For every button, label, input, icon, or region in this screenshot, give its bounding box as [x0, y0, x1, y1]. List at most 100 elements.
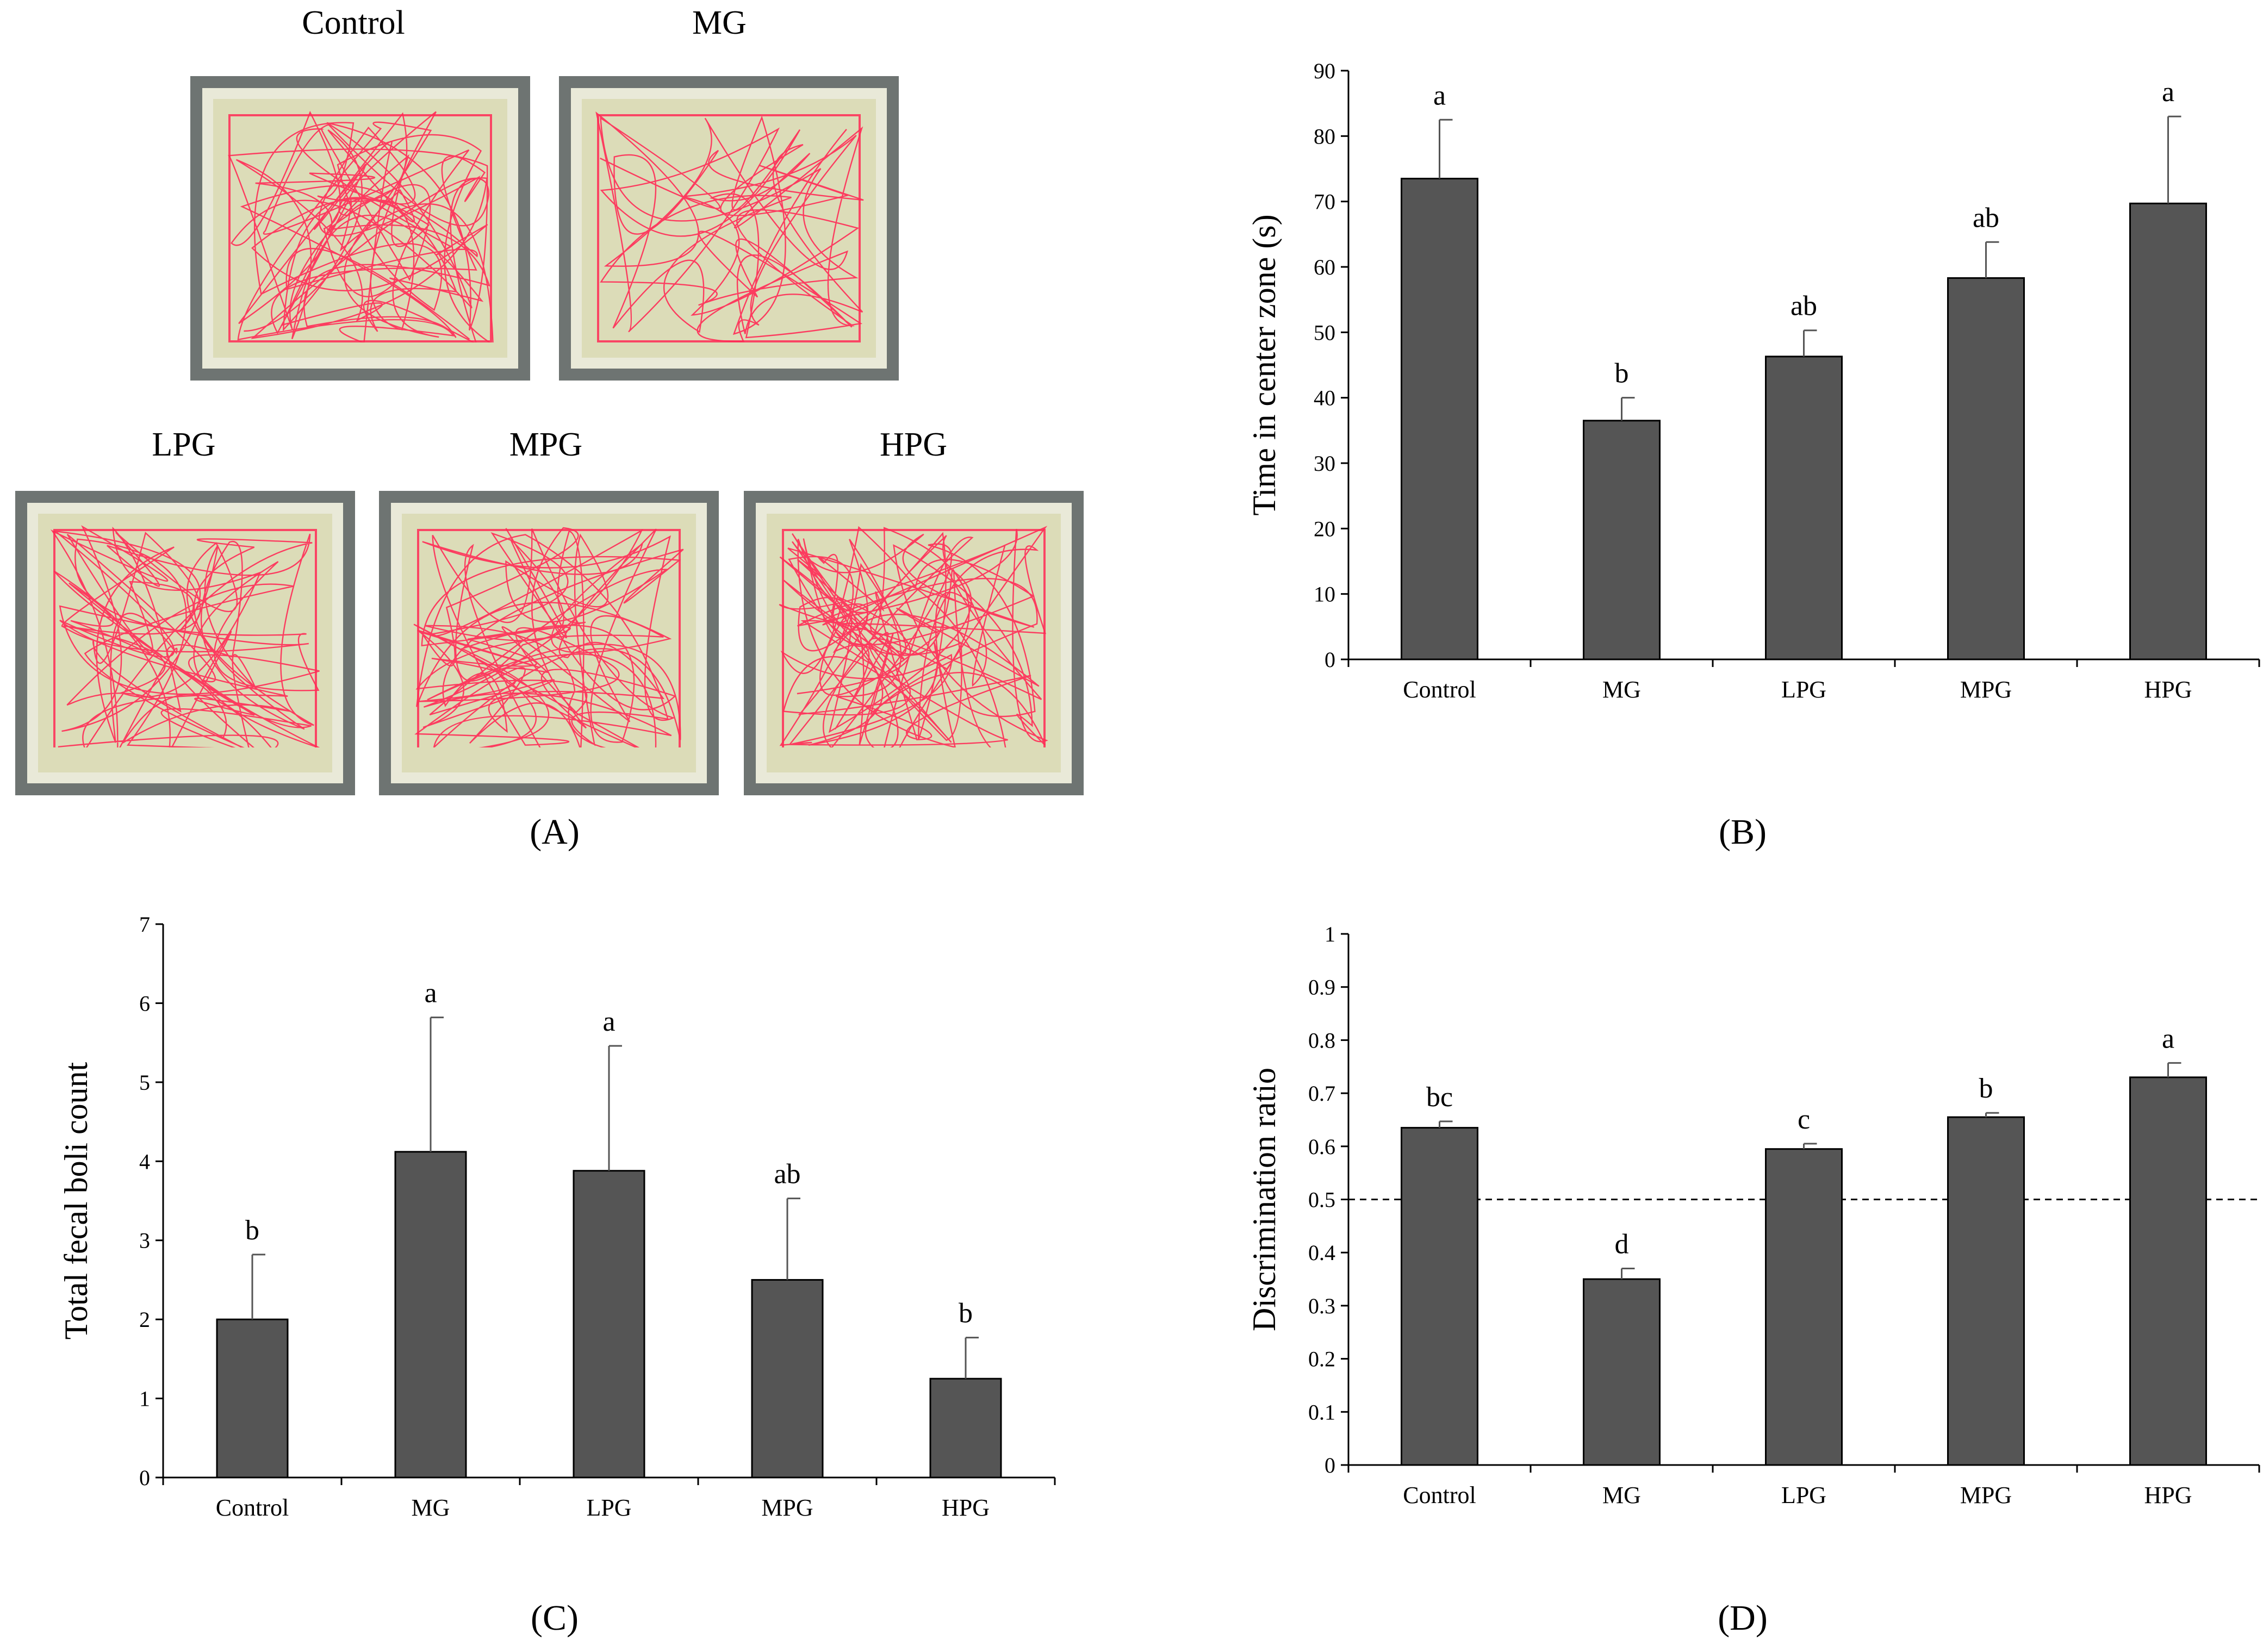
category-label: LPG	[1781, 676, 1826, 703]
y-tick-label: 0	[1325, 1453, 1335, 1478]
bar-hpg	[2129, 202, 2207, 660]
category-label: LPG	[586, 1494, 631, 1521]
y-tick-label: 6	[139, 991, 150, 1015]
category-label: Control	[1403, 676, 1476, 703]
arena-title-mpg: MPG	[509, 426, 582, 463]
arena-lpg	[15, 491, 355, 795]
y-tick-label: 60	[1314, 255, 1335, 279]
y-tick-label: 0.8	[1308, 1028, 1335, 1052]
y-tick-label: 30	[1314, 451, 1335, 476]
movement-track	[228, 110, 494, 342]
y-tick-label: 4	[139, 1149, 150, 1174]
y-tick-label: 0.7	[1308, 1081, 1335, 1106]
category-label: HPG	[2144, 1482, 2192, 1508]
arena-hpg	[744, 491, 1084, 795]
arena-mg	[559, 76, 899, 381]
y-tick-label: 0.4	[1308, 1240, 1335, 1265]
movement-track	[779, 526, 1048, 747]
bar-control	[216, 1318, 289, 1479]
y-tick-label: 0.3	[1308, 1294, 1335, 1318]
y-axis-label: Time in center zone (s)	[1246, 214, 1282, 515]
bar-lpg	[1765, 1148, 1843, 1466]
category-label: MG	[1602, 676, 1641, 703]
significance-label: b	[1979, 1073, 1993, 1104]
chart-time-in-center: 0 10 20 30 40 50 60 70 80 90 a Control b MG ab LPG ab MPG…	[1246, 59, 2260, 703]
bar-mg	[394, 1151, 467, 1479]
significance-label: b	[1615, 358, 1629, 389]
category-label: Control	[216, 1494, 289, 1521]
arena-title-lpg: LPG	[152, 426, 215, 463]
y-tick-label: 0.9	[1308, 975, 1335, 1000]
panel-a: Control MG LPG MPG HPG	[15, 4, 1084, 852]
bar-mg	[1583, 420, 1661, 660]
arena-mpg	[379, 491, 719, 795]
panel-d-label: (D)	[1718, 1598, 1768, 1638]
bar-mg	[1583, 1278, 1661, 1466]
panel-a-label: (A)	[530, 812, 580, 852]
panel-c-label: (C)	[531, 1598, 579, 1638]
y-tick-label: 50	[1314, 320, 1335, 345]
bar-control	[1401, 1127, 1478, 1466]
significance-label: d	[1615, 1229, 1629, 1260]
category-label: MG	[412, 1494, 450, 1521]
arena-control	[190, 76, 530, 381]
perimeter-track	[53, 529, 317, 747]
significance-label: b	[959, 1298, 973, 1329]
perimeter-track	[417, 529, 681, 747]
chart-discrimination-ratio: 00.10.20.30.40.50.60.70.80.91bcControldM…	[1246, 922, 2260, 1508]
y-tick-label: 0.6	[1308, 1134, 1335, 1159]
y-tick-label: 0.2	[1308, 1347, 1335, 1372]
category-label: MPG	[761, 1494, 813, 1521]
significance-label: a	[602, 1006, 615, 1037]
significance-label: ab	[774, 1159, 800, 1190]
y-tick-label: 70	[1314, 190, 1335, 214]
arena-title-hpg: HPG	[880, 426, 947, 463]
significance-label: a	[2162, 77, 2174, 108]
category-label: MPG	[1960, 1482, 2012, 1508]
category-label: MG	[1602, 1482, 1641, 1508]
significance-label: a	[1433, 80, 1446, 111]
movement-track	[50, 525, 320, 747]
bar-hpg	[2129, 1076, 2207, 1466]
y-tick-label: 3	[139, 1229, 150, 1253]
bar-mpg	[1947, 277, 2025, 660]
significance-label: ab	[1790, 291, 1817, 322]
bar-lpg	[573, 1170, 645, 1479]
y-tick-label: 0	[1325, 647, 1335, 672]
significance-label: b	[245, 1215, 259, 1246]
category-label: HPG	[942, 1494, 990, 1521]
y-tick-label: 80	[1314, 124, 1335, 148]
panel-b-label: (B)	[1719, 812, 1767, 852]
category-label: LPG	[1781, 1482, 1826, 1508]
y-tick-label: 1	[139, 1387, 150, 1411]
significance-label: ab	[1973, 202, 1999, 233]
bar-lpg	[1765, 356, 1843, 660]
chart-fecal-boli: 0 1 2 3 4 5 6 7 b Control a MG a LPG ab MPG b HPG Total fe…	[58, 912, 1056, 1521]
y-tick-label: 7	[139, 912, 150, 937]
perimeter-track	[782, 529, 1046, 747]
y-tick-label: 90	[1314, 59, 1335, 83]
category-label: Control	[1403, 1482, 1476, 1508]
y-tick-label: 0	[139, 1466, 150, 1490]
y-tick-label: 2	[139, 1307, 150, 1332]
category-label: HPG	[2144, 676, 2192, 703]
y-tick-label: 40	[1314, 386, 1335, 410]
significance-label: c	[1798, 1104, 1810, 1135]
y-tick-label: 1	[1325, 922, 1335, 946]
movement-track	[413, 527, 684, 747]
bar-hpg	[929, 1377, 1002, 1479]
arena-title-mg: MG	[692, 4, 747, 41]
bar-control	[1401, 178, 1478, 660]
y-axis-label: Total fecal boli count	[58, 1062, 94, 1339]
y-tick-label: 10	[1314, 582, 1335, 607]
movement-track	[595, 111, 864, 342]
significance-label: a	[424, 978, 437, 1009]
y-axis-label: Discrimination ratio	[1246, 1068, 1282, 1331]
y-tick-label: 5	[139, 1070, 150, 1095]
perimeter-track	[228, 114, 492, 342]
perimeter-track	[597, 114, 861, 342]
bar-mpg	[1947, 1116, 2025, 1466]
category-label: MPG	[1960, 676, 2012, 703]
y-tick-label: 20	[1314, 516, 1335, 541]
